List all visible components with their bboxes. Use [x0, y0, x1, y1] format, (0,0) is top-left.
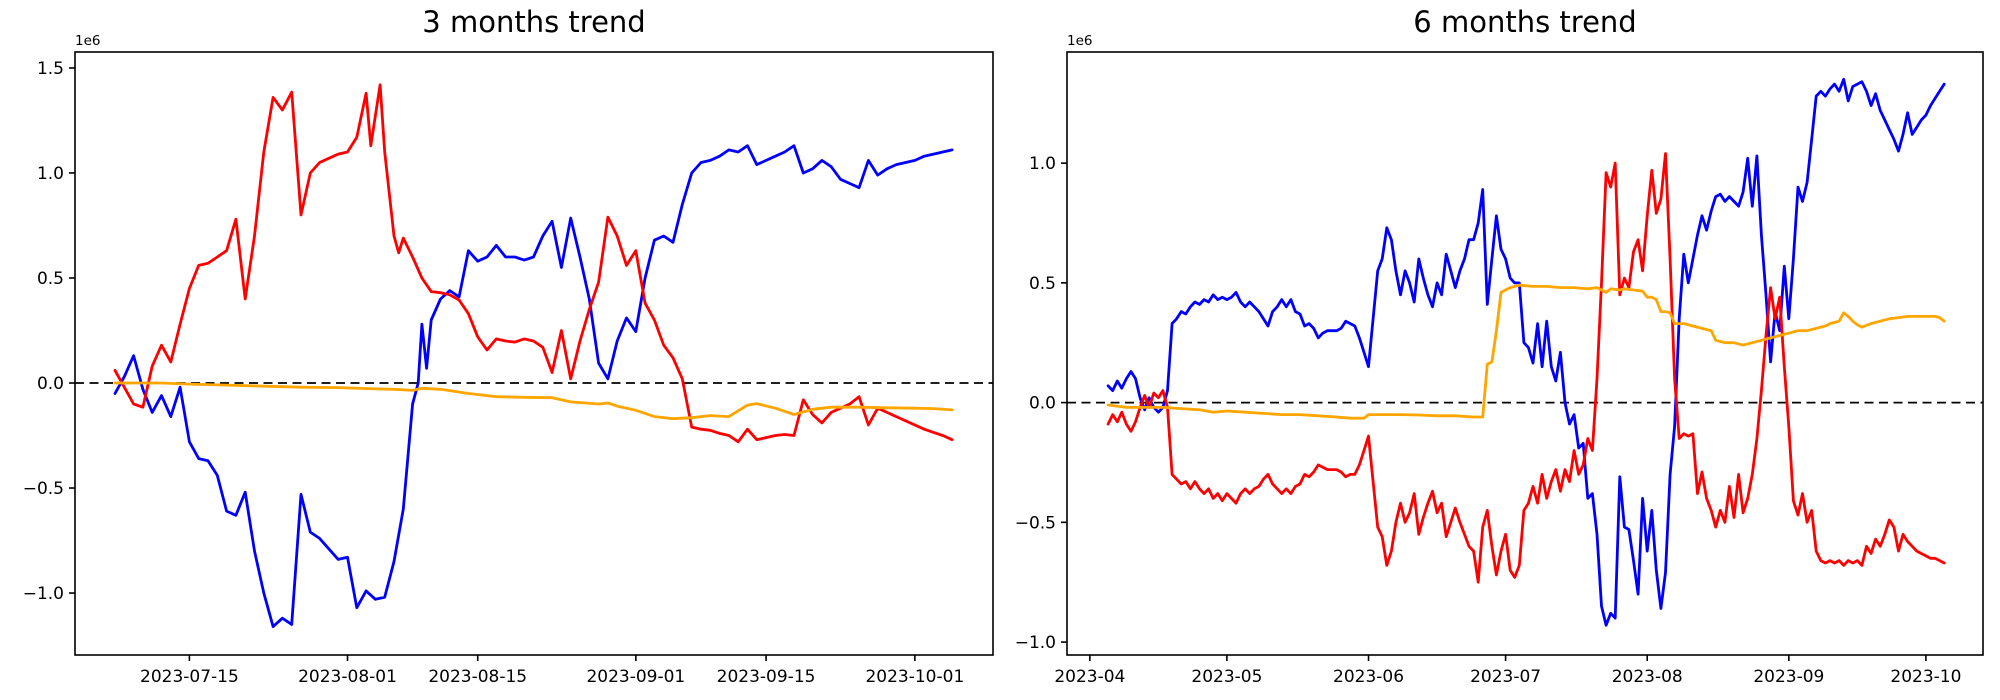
- axes-spine: [74, 51, 994, 656]
- series-line-orange: [1106, 283, 1946, 420]
- x-tick-label: 2023-08-15: [428, 667, 527, 687]
- y-axis-offset-label: 1e6: [75, 33, 100, 49]
- chart-title-3-months: 3 months trend: [422, 5, 646, 39]
- y-tick-label: −0.5: [23, 479, 64, 499]
- x-tick-label: 2023-10: [1890, 667, 1961, 687]
- y-tick-label: −1.0: [1015, 633, 1056, 653]
- y-tick-label: 0.5: [37, 269, 64, 289]
- y-tick-label: 1.0: [1029, 154, 1056, 174]
- x-tick-label: 2023-07-15: [140, 667, 239, 687]
- chart-title-6-months: 6 months trend: [1413, 5, 1637, 39]
- y-tick-label: −0.5: [1015, 513, 1056, 533]
- axes-spine: [1066, 51, 1984, 656]
- x-tick-label: 2023-07: [1470, 667, 1541, 687]
- y-tick-label: −1.0: [23, 584, 64, 604]
- series-line-red: [113, 83, 954, 444]
- x-tick-label: 2023-04: [1054, 667, 1125, 687]
- x-tick-label: 2023-09: [1753, 667, 1824, 687]
- series-line-red: [1106, 152, 1946, 584]
- y-tick-label: 0.0: [1029, 394, 1056, 414]
- x-tick-label: 2023-08-01: [298, 667, 397, 687]
- x-tick-label: 2023-10-01: [865, 667, 964, 687]
- series-line-blue: [113, 144, 954, 628]
- chart-1: 2023-04 2023-05 2023-06 2023-07 2023-08 2023-…: [1015, 33, 1984, 687]
- x-tick-label: 2023-09-15: [717, 667, 816, 687]
- series-line-blue: [1106, 77, 1946, 627]
- chart-0: 2023-07-15 2023-08-01 2023-08-15 2023-09-01…: [23, 33, 994, 687]
- series-line-orange: [113, 381, 954, 421]
- x-tick-label: 2023-09-01: [586, 667, 685, 687]
- y-axis-offset-label: 1e6: [1067, 33, 1092, 49]
- y-tick-label: 1.0: [37, 164, 64, 184]
- y-tick-label: 0.0: [37, 374, 64, 394]
- x-tick-label: 2023-05: [1191, 667, 1262, 687]
- y-tick-label: 0.5: [1029, 274, 1056, 294]
- x-tick-label: 2023-08: [1612, 667, 1683, 687]
- y-tick-label: 1.5: [37, 59, 64, 79]
- x-tick-label: 2023-06: [1333, 667, 1404, 687]
